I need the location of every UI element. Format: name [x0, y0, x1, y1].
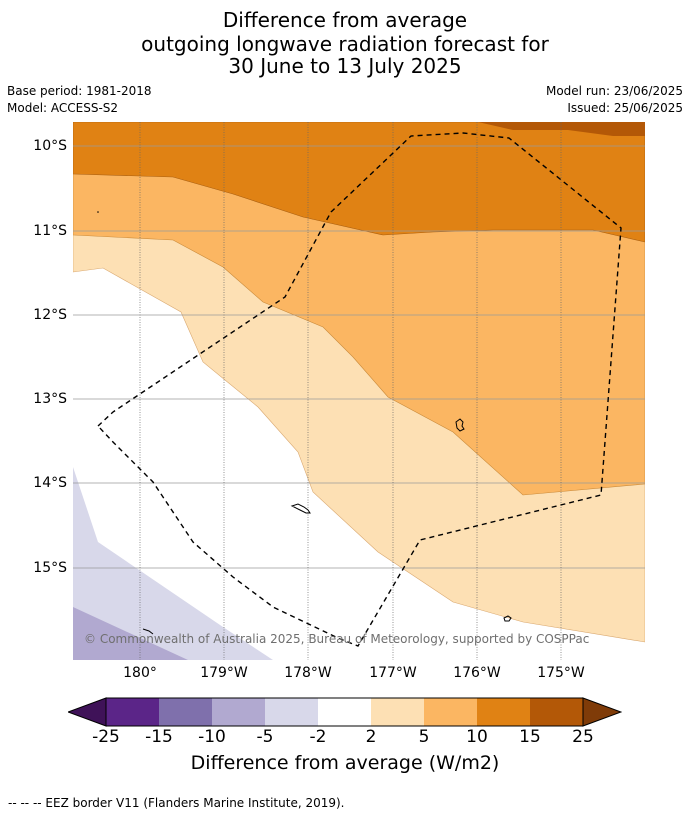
issued-date: Issued: 25/06/2025 [567, 101, 683, 115]
island-a [455, 418, 465, 432]
lat-label-11s: 11°S [33, 223, 67, 239]
colorbar-swatch-minus2-2 [318, 698, 371, 726]
lat-label-10s: 10°S [33, 138, 67, 154]
colorbar-low-extend [68, 697, 107, 727]
colorbar-tick: 15 [519, 727, 541, 747]
lon-label-175w: 175°W [537, 665, 585, 681]
lon-label-176w: 176°W [453, 665, 501, 681]
colorbar-tick: -10 [198, 727, 226, 747]
title-line-2: outgoing longwave radiation forecast for [141, 32, 549, 56]
colorbar-tick: -2 [309, 727, 327, 747]
colorbar-tick: 2 [365, 727, 377, 747]
colorbar-tick: -25 [92, 727, 120, 747]
colorbar-tick: 5 [418, 727, 430, 747]
colorbar-swatch-2-5 [371, 698, 424, 726]
colorbar-tick: 25 [572, 727, 594, 747]
colorbar-outline [105, 697, 584, 727]
colorbar-swatch-minus25-minus15 [106, 698, 159, 726]
model-run: Model run: 23/06/2025 [545, 84, 683, 98]
colorbar [68, 697, 622, 727]
colorbar-tick: 10 [466, 727, 488, 747]
copyright-notice: © Commonwealth of Australia 2025, Bureau… [84, 632, 590, 646]
colorbar-swatch-10-15 [477, 698, 530, 726]
island-c [503, 615, 512, 622]
colorbar-tick: -15 [145, 727, 173, 747]
band-minus10-minus5 [73, 607, 188, 660]
map-panel [73, 122, 645, 660]
eez-legend-note: -- -- -- EEZ border V11 (Flanders Marine… [8, 796, 345, 810]
colorbar-swatch-5-10 [424, 698, 477, 726]
lat-label-15s: 15°S [33, 560, 67, 576]
lon-label-178w: 178°W [284, 665, 332, 681]
colorbar-swatch-minus5-minus2 [265, 698, 318, 726]
lat-label-12s: 12°S [33, 307, 67, 323]
island-b [290, 503, 311, 514]
lon-label-179w: 179°W [200, 665, 248, 681]
title-line-1: Difference from average [222, 8, 468, 32]
colorbar-swatch-15-25 [530, 698, 583, 726]
longitude-gridlines [139, 122, 562, 660]
base-period: Base period: 1981-2018 [7, 84, 152, 98]
colorbar-high-extend [582, 697, 622, 727]
colorbar-swatch-minus10-minus5 [212, 698, 265, 726]
lat-label-14s: 14°S [33, 475, 67, 491]
lon-label-177w: 177°W [369, 665, 417, 681]
lat-label-13s: 13°S [33, 391, 67, 407]
latitude-gridlines [73, 145, 645, 569]
island-d [142, 628, 154, 635]
model-name: Model: ACCESS-S2 [7, 101, 119, 115]
title-line-3: 30 June to 13 July 2025 [228, 54, 462, 78]
island-dot [97, 211, 99, 213]
band-minus5-minus2 [73, 467, 273, 660]
colorbar-swatch-minus15-minus10 [159, 698, 212, 726]
colorbar-title: Difference from average (W/m2) [190, 752, 500, 774]
map-canvas [73, 122, 645, 660]
band-15-25 [478, 122, 645, 136]
eez-border [97, 132, 622, 647]
lon-label-180: 180° [123, 665, 157, 681]
colorbar-tick: -5 [256, 727, 274, 747]
